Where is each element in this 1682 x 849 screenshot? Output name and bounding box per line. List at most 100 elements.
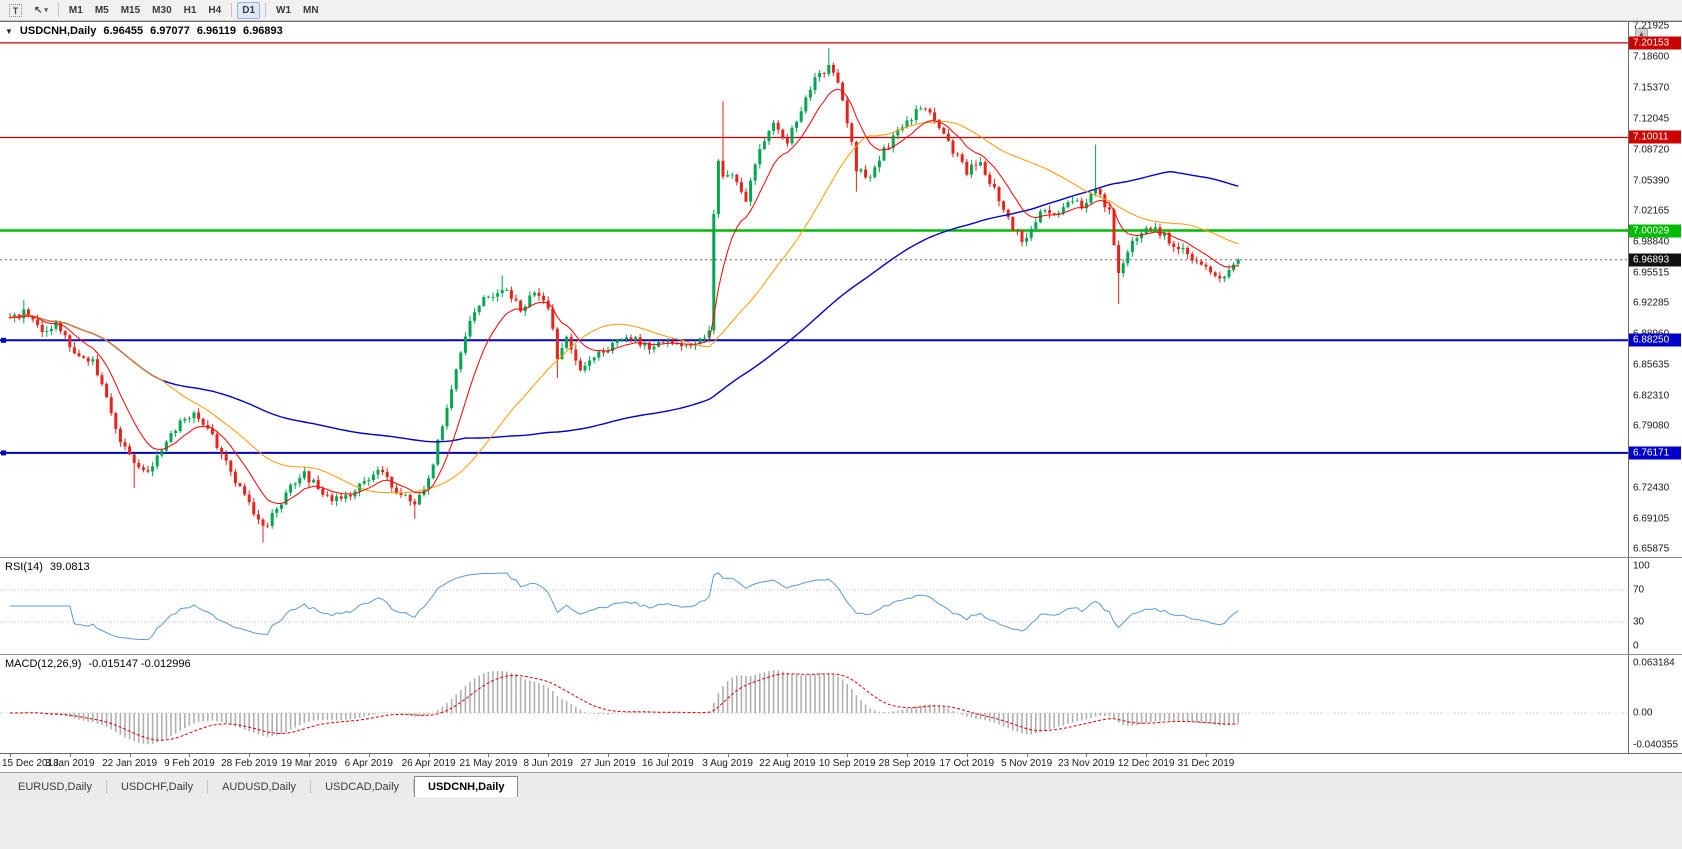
macd-name-label: MACD(12,26,9) — [5, 658, 82, 670]
rsi-axis-label: 70 — [1633, 584, 1645, 596]
time-tick — [1086, 754, 1088, 757]
price-axis-label: 6.95515 — [1633, 267, 1670, 279]
price-axis-label: 6.82310 — [1633, 390, 1670, 402]
rsi-value-label: 39.0813 — [49, 561, 90, 573]
time-axis-label: 19 Mar 2019 — [280, 758, 338, 769]
timeframe-button-m1[interactable]: M1 — [64, 2, 88, 19]
macd-chart[interactable] — [0, 655, 1628, 753]
tab-separator — [207, 779, 209, 793]
timeframe-button-d1[interactable]: D1 — [237, 1, 261, 19]
price-axis-label: 7.02165 — [1633, 205, 1670, 217]
close-value: 6.96893 — [243, 25, 283, 37]
time-axis: 15 Dec 2018 3 Jan 2019 22 Jan 2019 9 Feb 20… — [0, 753, 1682, 772]
timeframe-button-m5[interactable]: M5 — [90, 2, 114, 19]
chart-tab-bar: EURUSD,Daily USDCHF,Daily AUDUSD,Daily USDC… — [0, 772, 1682, 798]
cursor-icon: ↖ — [34, 4, 43, 16]
rsi-axis-label: 100 — [1633, 560, 1650, 572]
chart-title: ▼ USDCNH,Daily 6.96455 6.97077 6.96119 6… — [5, 25, 283, 37]
timeframe-button-h1[interactable]: H1 — [179, 2, 202, 19]
price-axis-label: 7.15370 — [1633, 82, 1670, 94]
time-axis-label: 28 Feb 2019 — [221, 758, 278, 769]
level-price-badge: 7.20153 — [1629, 36, 1681, 50]
macd-axis-label: 0.063184 — [1633, 657, 1675, 669]
time-axis-label: 16 Jul 2019 — [641, 758, 694, 769]
time-tick — [69, 754, 71, 757]
price-axis-label: 7.08720 — [1633, 144, 1670, 155]
price-axis-label: 6.65875 — [1633, 543, 1670, 555]
level-price-badge: 7.00029 — [1629, 224, 1681, 237]
time-axis-label: 10 Sep 2019 — [818, 758, 876, 769]
tab-separator — [105, 779, 107, 793]
time-axis-label: 17 Oct 2019 — [939, 758, 995, 769]
chart-tab-usdcnh[interactable]: USDCNH,Daily — [414, 776, 519, 798]
chart-tab-usdchf[interactable]: USDCHF,Daily — [120, 781, 194, 793]
time-tick — [10, 754, 11, 757]
cursor-tool-button[interactable]: ↖ ▾ — [29, 2, 53, 19]
time-tick — [129, 754, 131, 757]
price-axis-label: 6.79080 — [1633, 420, 1670, 432]
chevron-down-icon: ▾ — [44, 7, 48, 14]
price-axis: ▲ 7.21925 7.18600 7.15370 7.12045 7.08720 7.0… — [1628, 22, 1682, 557]
price-axis-label: 6.92285 — [1633, 297, 1670, 309]
chart-window: ▼ USDCNH,Daily 6.96455 6.97077 6.96119 6… — [0, 21, 1682, 772]
price-axis-label: 6.69105 — [1633, 513, 1670, 525]
timeframe-toolbar: T ↖ ▾ M1 M5 M15 M30 H1 H4 D1 W1 MN — [0, 0, 1682, 21]
time-axis-label: 9 Feb 2019 — [164, 758, 215, 769]
time-tick — [428, 754, 430, 757]
time-tick — [727, 754, 729, 757]
price-axis-label: 7.05390 — [1633, 175, 1670, 187]
time-axis-label: 15 Dec 2018 — [2, 758, 59, 769]
price-axis-label: 6.72430 — [1633, 482, 1670, 494]
rsi-title: RSI(14) 39.0813 — [5, 561, 90, 573]
rsi-axis-label: 0 — [1633, 640, 1639, 652]
price-axis-label: 7.21925 — [1633, 22, 1670, 32]
timeframe-button-h4[interactable]: H4 — [203, 2, 226, 19]
time-axis-label: 21 May 2019 — [459, 758, 518, 769]
open-value: 6.96455 — [103, 25, 144, 37]
time-tick — [847, 754, 849, 757]
symbol-period-label: USDCNH,Daily — [19, 25, 97, 37]
time-tick — [608, 754, 609, 757]
timeframe-button-mn[interactable]: MN — [298, 2, 324, 19]
price-axis-label: 6.88960 — [1633, 328, 1669, 339]
macd-axis: 0.063184 0.00 -0.040355 — [1628, 655, 1682, 753]
rsi-panel: RSI(14) 39.0813 100 70 30 0 — [0, 557, 1682, 654]
time-axis-label: 8 Jun 2019 — [523, 758, 573, 769]
timeframe-button-w1[interactable]: W1 — [271, 2, 296, 19]
chart-tab-eurusd[interactable]: EURUSD,Daily — [18, 781, 92, 793]
time-axis-label: 23 Nov 2019 — [1058, 758, 1115, 769]
rsi-chart[interactable] — [0, 558, 1628, 654]
time-axis-label: 12 Dec 2019 — [1117, 758, 1175, 769]
time-tick — [309, 754, 310, 757]
time-axis-label: 27 Jun 2019 — [580, 758, 636, 769]
tab-separator — [310, 779, 312, 793]
time-tick — [368, 754, 370, 757]
toolbar-separator — [265, 3, 267, 17]
time-tick — [667, 754, 669, 757]
macd-values-label: -0.015147 -0.012996 — [88, 658, 191, 670]
chart-tab-audusd[interactable]: AUDUSD,Daily — [222, 781, 297, 793]
time-tick — [488, 754, 490, 757]
price-axis-label: 7.18600 — [1633, 51, 1670, 63]
price-axis-label: 6.85635 — [1633, 359, 1670, 371]
timeframe-button-m30[interactable]: M30 — [147, 2, 176, 19]
time-tick — [249, 754, 251, 757]
macd-axis-label: -0.040355 — [1633, 739, 1679, 751]
candlestick-chart[interactable] — [0, 22, 1628, 557]
time-tick — [966, 754, 968, 757]
time-axis-label: 22 Jan 2019 — [102, 758, 158, 769]
time-tick — [1206, 754, 1207, 757]
time-axis-label: 6 Apr 2019 — [344, 758, 393, 769]
rsi-axis-label: 30 — [1633, 616, 1645, 628]
level-price-badge: 6.88250 — [1629, 333, 1681, 347]
timeframe-button-m15[interactable]: M15 — [116, 2, 145, 19]
chart-menu-icon[interactable]: ▼ — [5, 26, 13, 36]
current-price-badge: 6.96893 — [1629, 253, 1681, 267]
rsi-name-label: RSI(14) — [5, 561, 43, 573]
time-axis-label: 5 Nov 2019 — [1001, 758, 1053, 769]
macd-title: MACD(12,26,9) -0.015147 -0.012996 — [5, 658, 191, 670]
chart-tab-usdcad[interactable]: USDCAD,Daily — [325, 781, 400, 793]
macd-panel: MACD(12,26,9) -0.015147 -0.012996 0.0631… — [0, 654, 1682, 753]
text-tool-button[interactable]: T — [4, 2, 27, 19]
time-axis-label: 31 Dec 2019 — [1177, 758, 1235, 769]
